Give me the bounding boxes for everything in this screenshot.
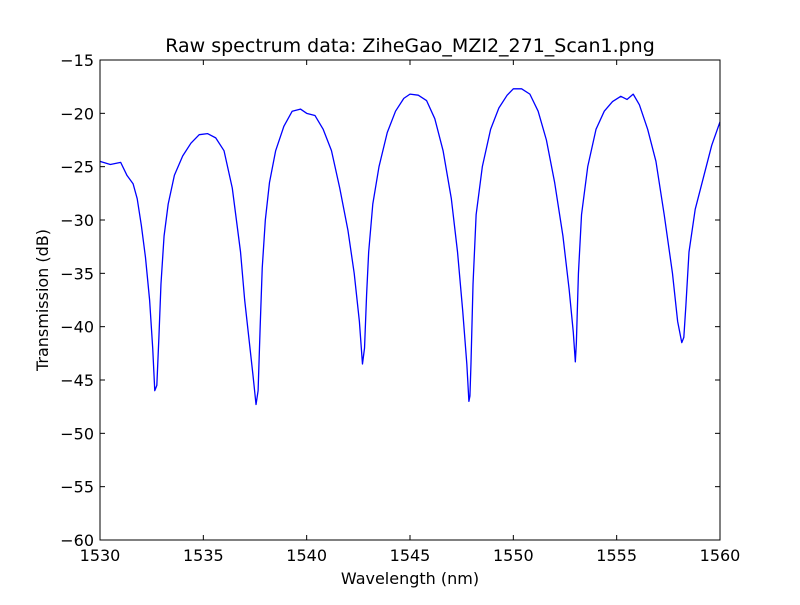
ticks-layer: 1530 1535 1540 1545 1550 1555 1560 −60 −55 −50 −45… [60, 51, 740, 565]
y-tick-label: −15 [60, 51, 94, 70]
y-tick-label: −45 [60, 371, 94, 390]
y-tick-label: −35 [60, 264, 94, 283]
y-tick-label: −55 [60, 478, 94, 497]
y-tick-label: −30 [60, 211, 94, 230]
x-tick-label: 1535 [183, 546, 224, 565]
x-tick-label: 1560 [700, 546, 741, 565]
x-tick-label: 1545 [390, 546, 431, 565]
plot-area-frame [99, 59, 721, 541]
y-tick-label: −60 [60, 531, 94, 550]
x-tick-label: 1540 [286, 546, 327, 565]
series-line [99, 88, 721, 406]
y-tick-label: −25 [60, 158, 94, 177]
x-axis-label: Wavelength (nm) [341, 569, 479, 588]
y-tick-label: −50 [60, 424, 94, 443]
y-tick-label: −40 [60, 318, 94, 337]
chart-title: Raw spectrum data: ZiheGao_MZI2_271_Scan… [165, 35, 655, 57]
y-axis-label: Transmission (dB) [33, 229, 52, 372]
x-tick-label: 1555 [596, 546, 637, 565]
x-tick-label: 1530 [80, 546, 121, 565]
y-tick-label: −20 [60, 104, 94, 123]
x-tick-label: 1550 [493, 546, 534, 565]
series-layer [99, 88, 721, 406]
